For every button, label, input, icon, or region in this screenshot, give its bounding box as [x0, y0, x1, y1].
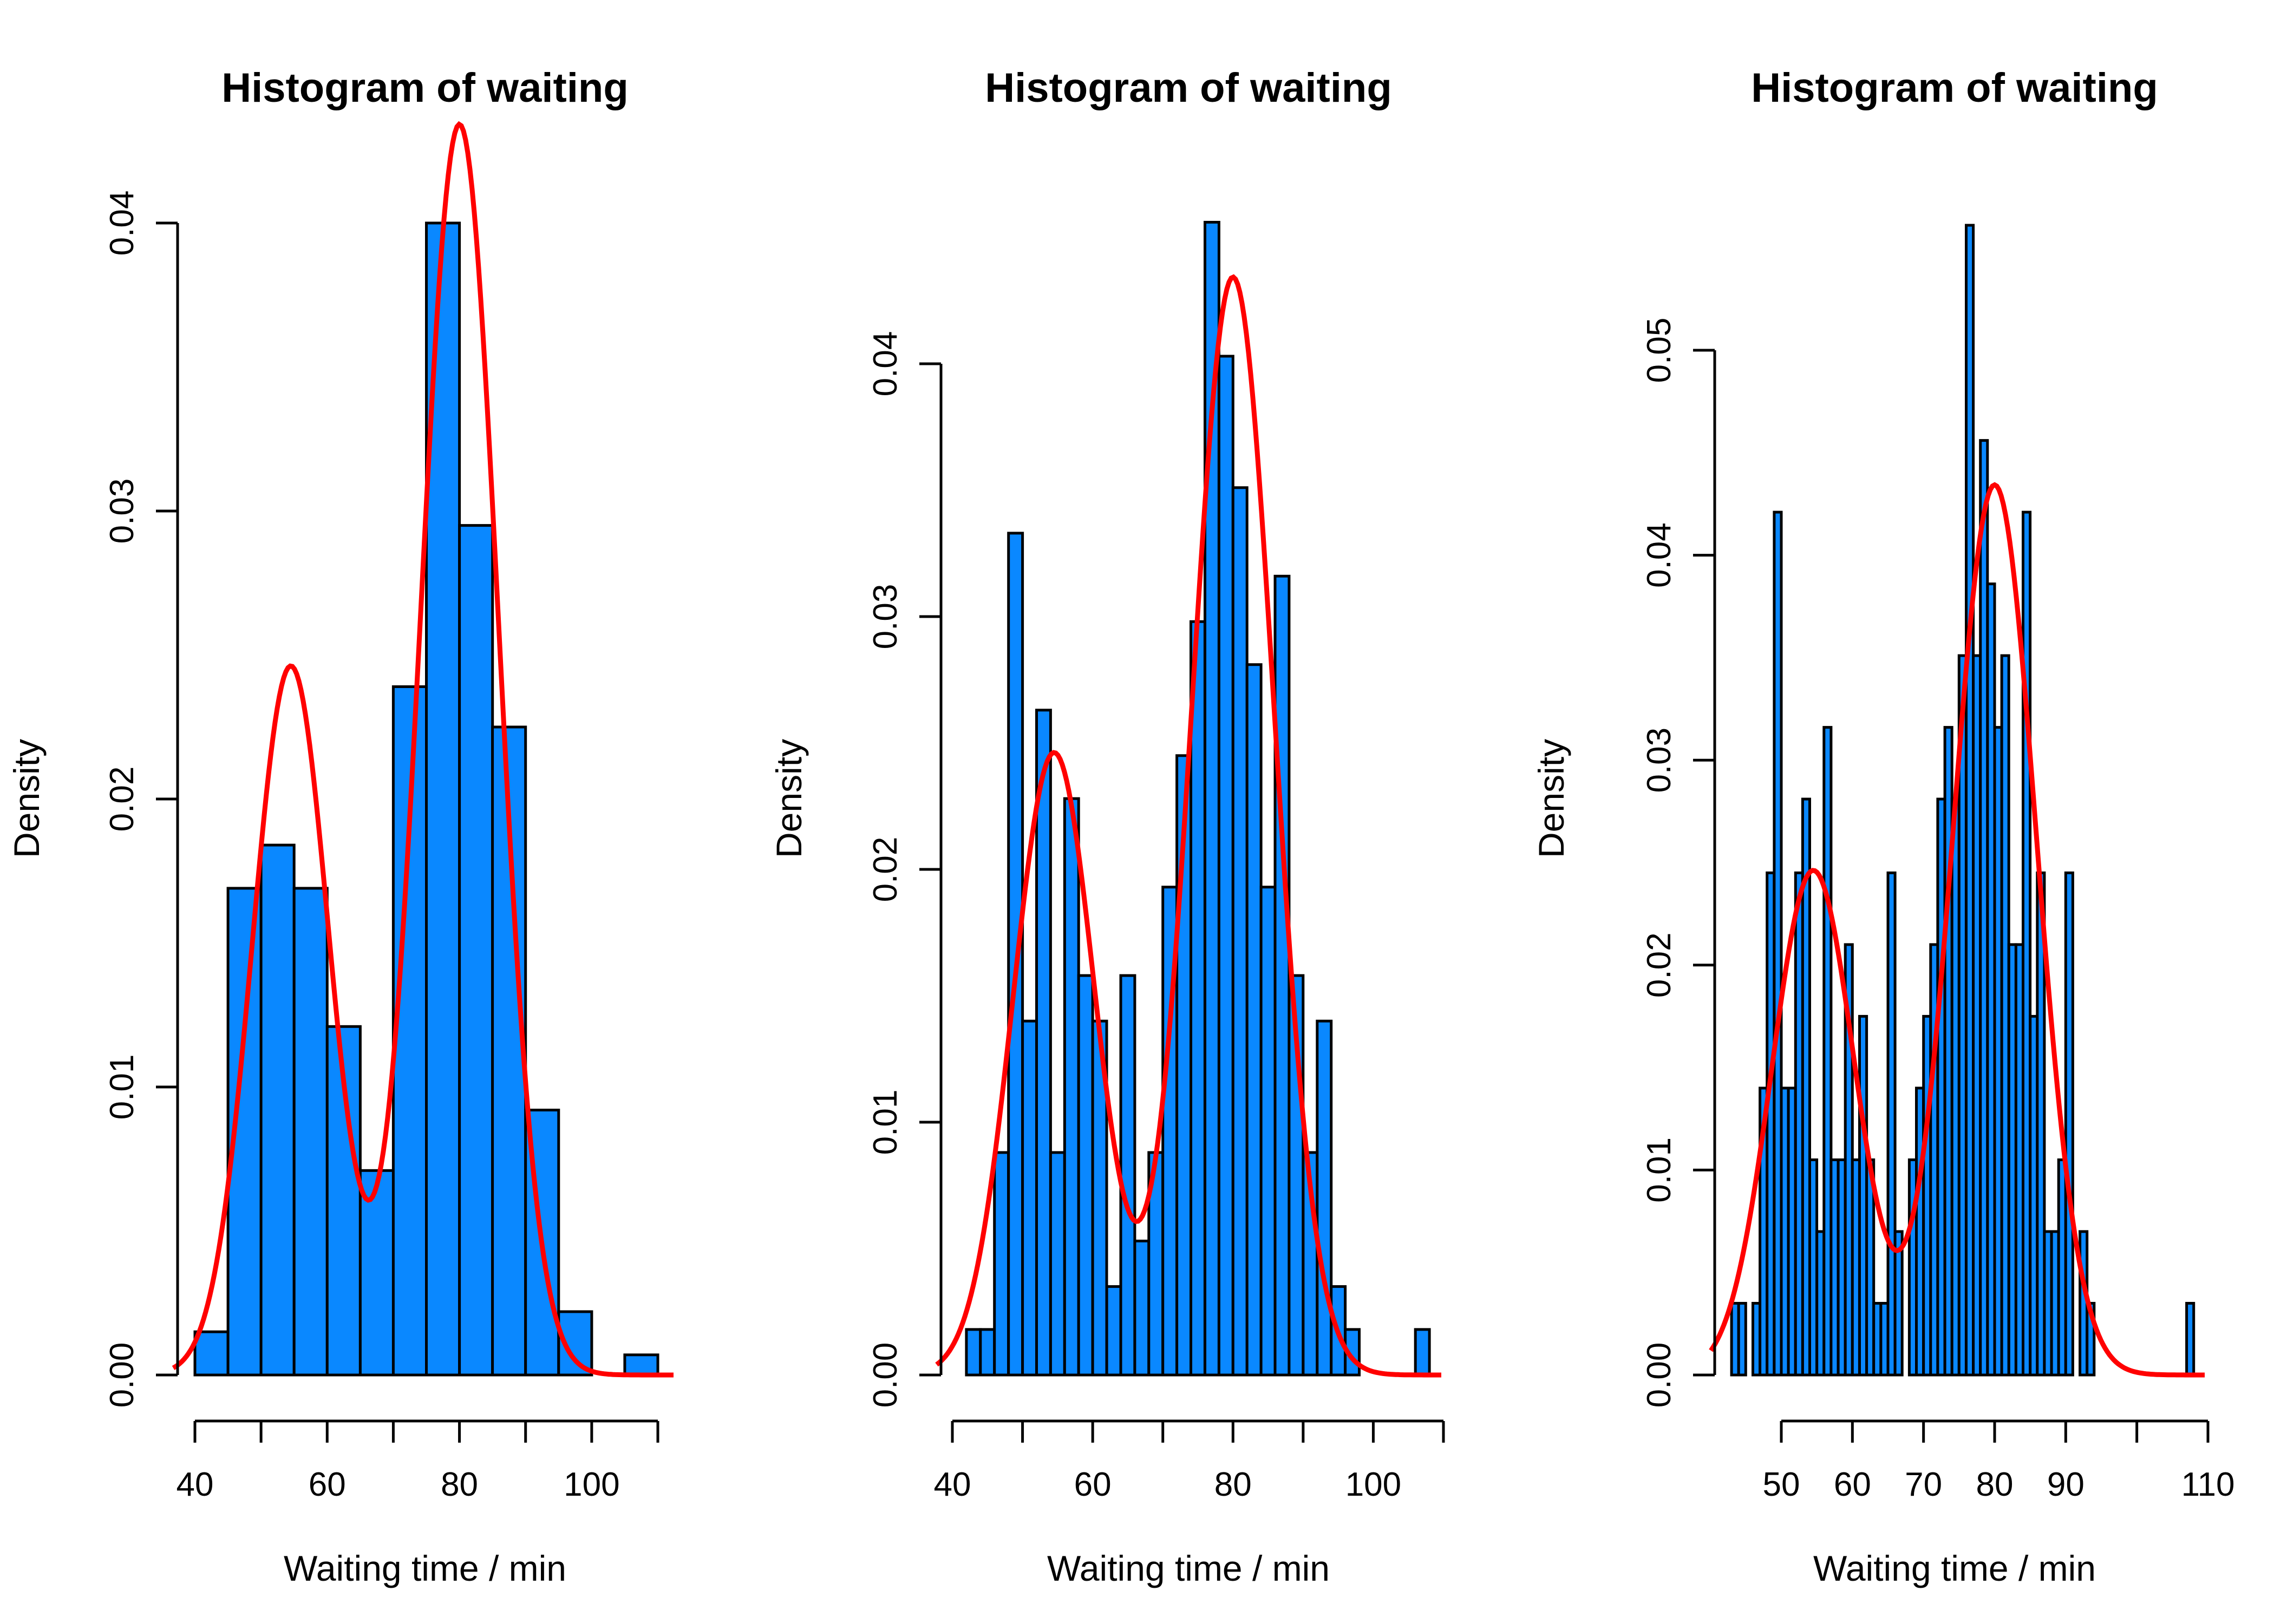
histogram-bar — [2064, 871, 2074, 1377]
y-tick-label: 0.01 — [867, 1090, 904, 1155]
x-tick-label: 100 — [1345, 1466, 1401, 1503]
y-tick-label: 0.02 — [867, 837, 904, 902]
x-tick-label: 70 — [1905, 1466, 1942, 1503]
y-tick-label: 0.00 — [1641, 1343, 1678, 1408]
x-tick-label: 80 — [441, 1466, 478, 1503]
panel-1-bars — [193, 221, 659, 1377]
panel-3-bars — [1730, 224, 2195, 1377]
histogram-panel-1: Histogram of waiting 0.000.010.020.030.0… — [6, 65, 674, 1588]
histogram-bar — [1119, 974, 1136, 1377]
panel-3-title: Histogram of waiting — [1751, 65, 2158, 111]
histogram-bar — [1063, 797, 1080, 1377]
y-tick-label: 0.02 — [103, 767, 141, 832]
x-tick-label: 50 — [1763, 1466, 1800, 1503]
histogram-bar — [1737, 1302, 1747, 1377]
histogram-bar — [1105, 1285, 1122, 1377]
histogram-bar — [1231, 486, 1249, 1377]
y-tick-label: 0.03 — [1641, 728, 1678, 793]
histogram-bar — [1259, 886, 1277, 1377]
y-tick-label: 0.04 — [1641, 522, 1678, 588]
panel-2-x-axis: 40 60 80 100 — [934, 1419, 1445, 1503]
histogram-bar — [993, 1151, 1010, 1377]
histogram-bar — [1893, 1230, 1904, 1377]
y-tick-label: 0.00 — [103, 1343, 141, 1408]
histogram-bar — [1273, 574, 1291, 1377]
panel-2-x-axis-label: Waiting time / min — [1047, 1548, 1330, 1588]
panel-3-x-axis: 50 60 70 80 90 110 — [1763, 1419, 2235, 1503]
panel-3-y-axis-label: Density — [1531, 739, 1571, 858]
x-tick-label: 110 — [2181, 1466, 2235, 1503]
panel-1-density-curve — [172, 121, 674, 1378]
histogram-panel-2: Histogram of waiting 0.000.010.020.030.0… — [769, 65, 1445, 1588]
panel-3-x-axis-label: Waiting time / min — [1813, 1548, 2096, 1588]
panel-3-density-curve — [1709, 482, 2205, 1378]
panel-1-x-axis: 40 60 80 100 — [177, 1419, 659, 1503]
histogram-bar — [292, 887, 329, 1377]
x-tick-label: 60 — [309, 1466, 346, 1503]
y-tick-label: 0.00 — [867, 1343, 904, 1408]
histogram-bar — [1049, 1151, 1066, 1377]
histogram-bar — [1035, 709, 1052, 1377]
y-tick-label: 0.03 — [103, 479, 141, 544]
y-tick-label: 0.04 — [867, 331, 904, 397]
histogram-bar — [2185, 1302, 2195, 1377]
histogram-bar — [1245, 663, 1263, 1377]
x-tick-label: 80 — [1214, 1466, 1252, 1503]
histogram-bar — [623, 1353, 659, 1377]
histogram-bar — [1801, 797, 1811, 1377]
panel-1-y-axis-label: Density — [6, 739, 47, 858]
panel-1-y-axis: 0.00 0.01 0.02 0.03 0.04 — [103, 191, 179, 1408]
histogram-bar — [1190, 620, 1206, 1377]
panel-2-y-axis: 0.00 0.01 0.02 0.03 0.04 — [867, 331, 943, 1408]
y-tick-label: 0.05 — [1641, 318, 1678, 383]
y-tick-label: 0.02 — [1641, 932, 1678, 998]
x-tick-label: 40 — [177, 1466, 214, 1503]
panel-1-title: Histogram of waiting — [221, 65, 629, 111]
panel-1-x-axis-label: Waiting time / min — [284, 1548, 566, 1588]
histogram-bar — [1773, 510, 1783, 1377]
histogram-bar — [458, 524, 494, 1377]
histogram-bar — [1021, 1019, 1038, 1377]
histogram-bar — [193, 1330, 230, 1377]
histogram-bar — [1316, 1019, 1333, 1377]
x-tick-label: 80 — [1976, 1466, 2014, 1503]
histogram-bar — [1133, 1240, 1151, 1377]
panel-3-y-axis: 0.00 0.01 0.02 0.03 0.04 0.05 — [1641, 318, 1716, 1408]
histogram-bar — [259, 843, 296, 1377]
panel-2-y-axis-label: Density — [769, 739, 809, 858]
y-tick-label: 0.01 — [103, 1055, 141, 1120]
histogram-bar — [1077, 974, 1094, 1377]
x-tick-label: 90 — [2047, 1466, 2084, 1503]
x-tick-label: 60 — [1074, 1466, 1112, 1503]
x-tick-label: 60 — [1834, 1466, 1871, 1503]
histogram-panel-3: Histogram of waiting 0.000.010.020.030.0… — [1531, 65, 2234, 1588]
y-tick-label: 0.03 — [867, 584, 904, 650]
x-tick-label: 100 — [564, 1466, 619, 1503]
histogram-bar — [965, 1328, 982, 1377]
histogram-bar — [358, 1169, 395, 1377]
histogram-bar — [979, 1328, 996, 1377]
histogram-bar — [1414, 1328, 1431, 1377]
x-tick-label: 40 — [934, 1466, 971, 1503]
y-tick-label: 0.04 — [103, 191, 141, 256]
histogram-bar — [1217, 355, 1234, 1377]
panel-2-title: Histogram of waiting — [985, 65, 1392, 111]
panel-2-density-curve — [935, 274, 1441, 1378]
y-tick-label: 0.01 — [1641, 1137, 1678, 1203]
